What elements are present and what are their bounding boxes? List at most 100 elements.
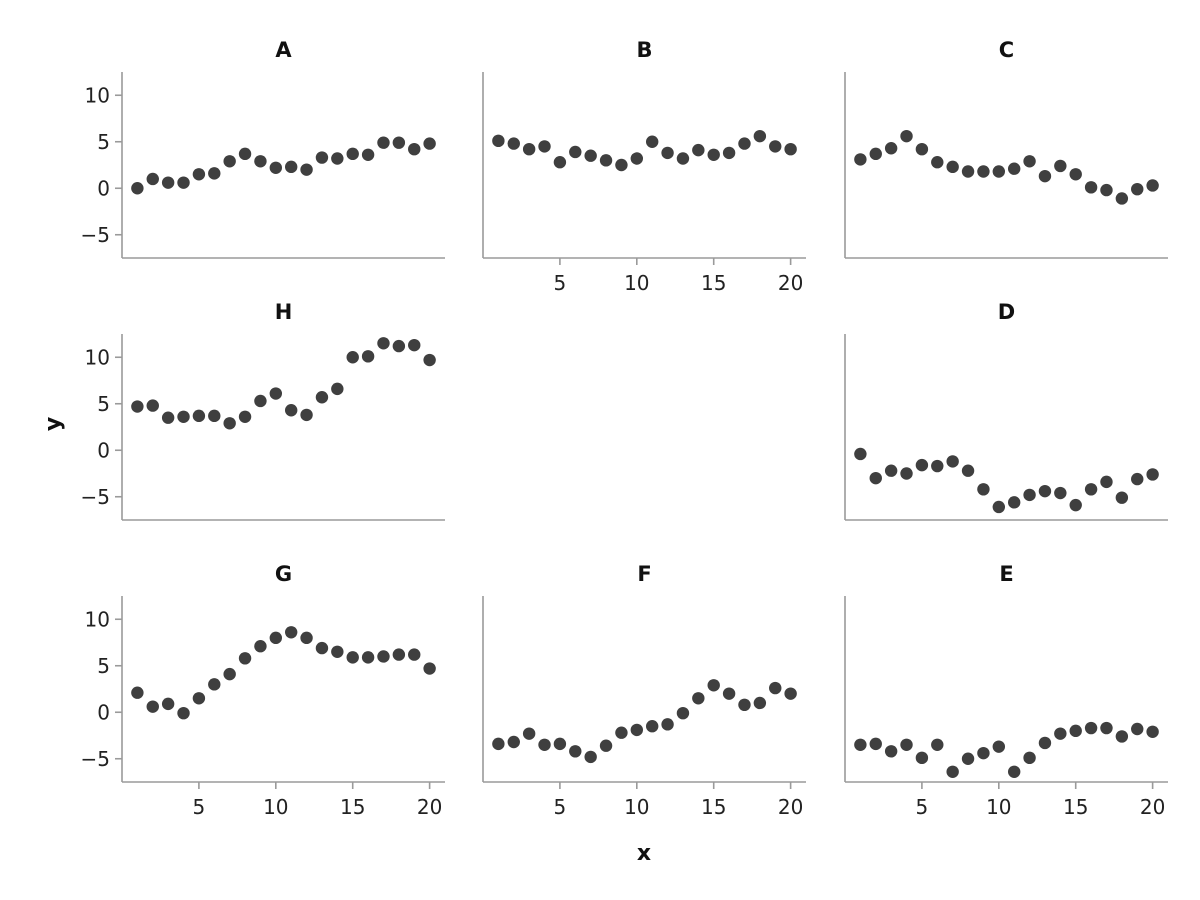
data-point bbox=[977, 483, 990, 496]
data-point bbox=[1084, 721, 1098, 735]
data-point bbox=[753, 129, 767, 143]
data-point bbox=[977, 746, 990, 760]
panel-title: C bbox=[999, 38, 1014, 62]
x-tick-label: 15 bbox=[340, 795, 365, 819]
x-tick-label: 20 bbox=[778, 271, 803, 295]
data-point bbox=[223, 155, 236, 168]
data-point bbox=[492, 134, 505, 148]
data-point bbox=[1131, 472, 1144, 486]
data-point bbox=[854, 738, 867, 751]
data-point bbox=[769, 140, 782, 153]
data-point bbox=[738, 698, 751, 712]
data-point bbox=[692, 143, 705, 157]
y-tick-label: 10 bbox=[85, 83, 110, 107]
data-point bbox=[946, 160, 959, 174]
data-point bbox=[300, 631, 313, 645]
x-tick-label: 10 bbox=[986, 795, 1011, 819]
data-point bbox=[1084, 483, 1098, 496]
y-tick-label: 5 bbox=[97, 654, 110, 678]
y-tick-label: 0 bbox=[97, 176, 110, 200]
data-point bbox=[1100, 721, 1113, 735]
data-point bbox=[361, 148, 375, 161]
data-point bbox=[254, 155, 267, 168]
data-point bbox=[977, 165, 990, 178]
data-point bbox=[146, 399, 159, 412]
data-point bbox=[1023, 488, 1036, 502]
data-point bbox=[192, 409, 206, 423]
data-point bbox=[522, 727, 536, 740]
data-point bbox=[1054, 159, 1067, 173]
data-point bbox=[177, 176, 190, 189]
data-point bbox=[599, 739, 613, 752]
data-point bbox=[961, 165, 975, 178]
data-point bbox=[1038, 169, 1052, 183]
data-point bbox=[1146, 468, 1159, 481]
data-point bbox=[946, 455, 959, 468]
x-tick-label: 5 bbox=[193, 795, 206, 819]
y-tick-label: 5 bbox=[97, 392, 110, 416]
data-point bbox=[331, 645, 344, 658]
x-tick-label: 10 bbox=[624, 795, 649, 819]
data-point bbox=[884, 142, 898, 155]
panel-f: F 5 10 15 20 bbox=[482, 562, 806, 819]
data-point bbox=[599, 154, 613, 167]
data-point bbox=[630, 723, 644, 737]
data-point bbox=[1069, 498, 1082, 512]
data-point bbox=[1007, 162, 1021, 175]
x-tick-label: 20 bbox=[1140, 795, 1165, 819]
data-point bbox=[915, 458, 929, 472]
data-point bbox=[284, 160, 298, 174]
panel-e: E 5 10 15 20 bbox=[844, 562, 1168, 819]
data-point bbox=[630, 152, 644, 165]
data-point bbox=[676, 152, 690, 165]
data-point bbox=[854, 153, 867, 166]
data-point bbox=[931, 738, 944, 751]
data-point bbox=[131, 400, 144, 413]
y-tick-label: −5 bbox=[81, 223, 110, 247]
data-point bbox=[346, 651, 359, 664]
data-point bbox=[392, 339, 406, 353]
data-point bbox=[615, 726, 628, 739]
data-point bbox=[507, 735, 520, 749]
data-point bbox=[507, 137, 520, 150]
data-point bbox=[1007, 496, 1021, 509]
panel-b: B 5 10 15 20 bbox=[482, 38, 806, 295]
data-point bbox=[361, 350, 375, 363]
data-point bbox=[1115, 192, 1129, 205]
data-point bbox=[707, 148, 720, 161]
data-point bbox=[346, 147, 359, 161]
data-point bbox=[661, 718, 674, 731]
data-point bbox=[423, 662, 436, 675]
data-point bbox=[131, 686, 144, 699]
data-point bbox=[884, 464, 898, 477]
data-point bbox=[161, 176, 175, 189]
data-point bbox=[1100, 475, 1113, 489]
data-point bbox=[900, 129, 913, 143]
data-point bbox=[1023, 751, 1036, 765]
data-point bbox=[961, 752, 975, 765]
data-point bbox=[269, 631, 283, 645]
data-point bbox=[392, 136, 406, 149]
panel-c: C bbox=[844, 38, 1168, 259]
data-point bbox=[331, 382, 344, 396]
data-point bbox=[254, 394, 267, 408]
data-point bbox=[869, 147, 882, 161]
data-point bbox=[522, 142, 536, 156]
y-tick-label: −5 bbox=[81, 485, 110, 509]
data-point bbox=[538, 140, 551, 153]
panels: A −5 0 5 10 B 5 10 15 20 C H −5 0 5 10 D G −5 0 5 10 5 10 15 20 F 5… bbox=[81, 38, 1168, 819]
x-tick-label: 5 bbox=[916, 795, 929, 819]
y-tick-label: 0 bbox=[97, 438, 110, 462]
data-point bbox=[300, 408, 313, 422]
data-point bbox=[131, 182, 144, 195]
data-point bbox=[423, 137, 436, 150]
data-point bbox=[1054, 727, 1067, 740]
data-point bbox=[238, 147, 252, 161]
data-point bbox=[900, 738, 913, 751]
data-point bbox=[1023, 155, 1036, 168]
x-tick-label: 5 bbox=[554, 271, 567, 295]
data-point bbox=[645, 135, 659, 148]
data-point bbox=[1131, 722, 1144, 736]
data-point bbox=[408, 338, 421, 352]
data-point bbox=[1115, 730, 1129, 743]
